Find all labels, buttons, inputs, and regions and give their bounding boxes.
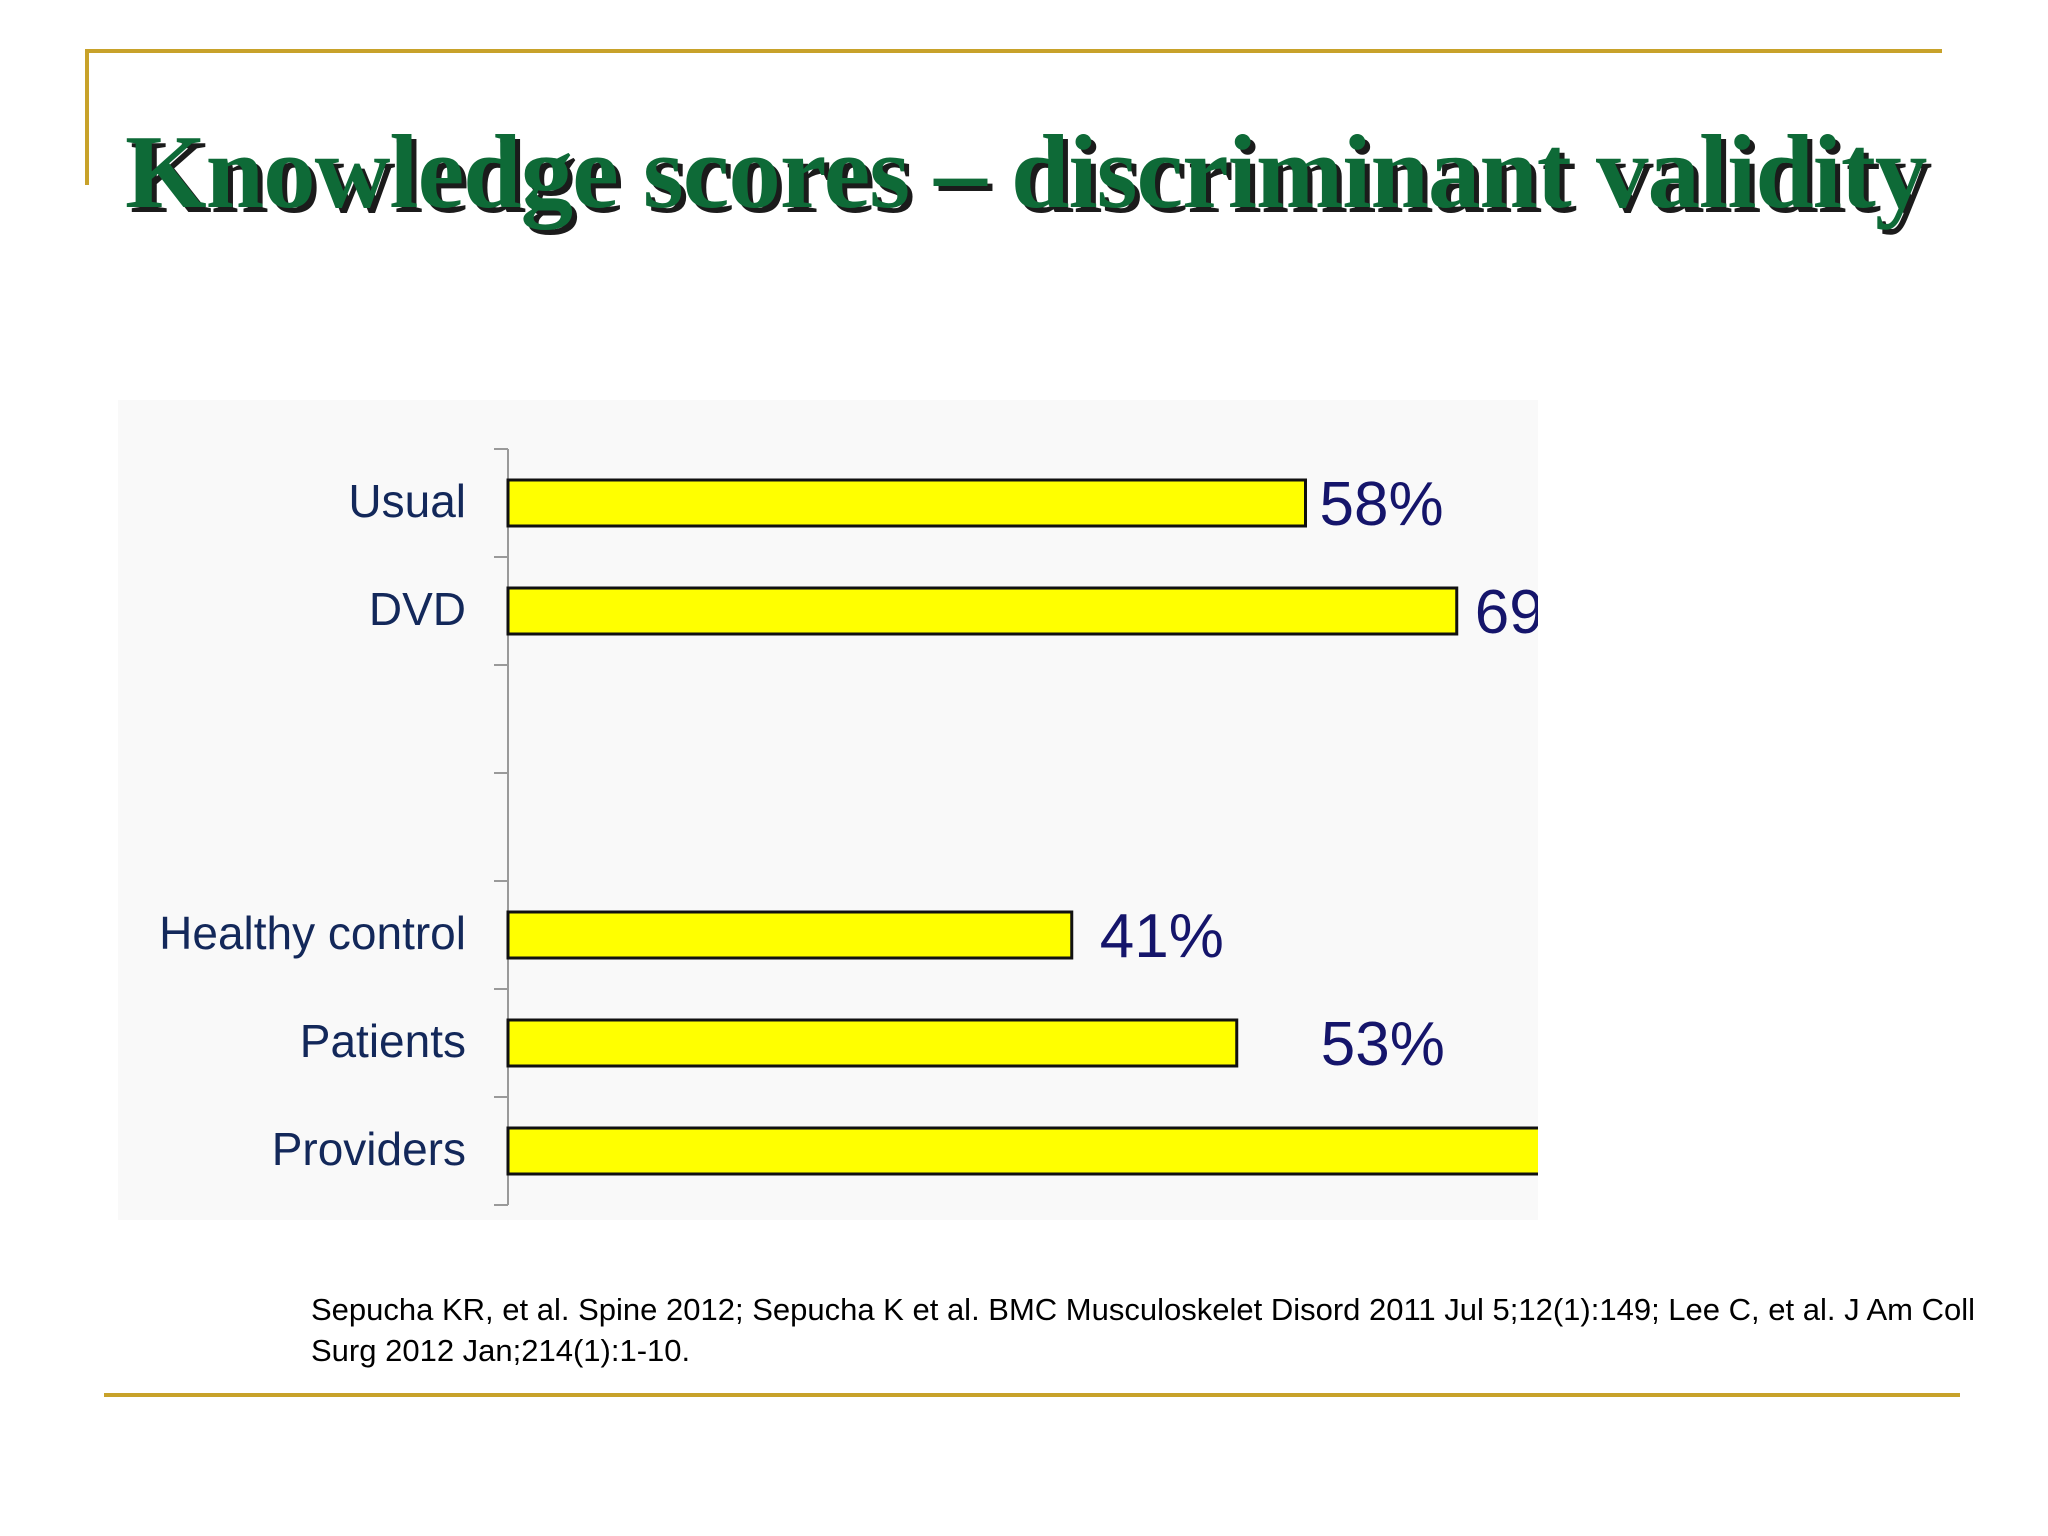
bar (506, 1126, 1538, 1176)
category-label: DVD (369, 583, 466, 635)
bar (506, 1018, 1239, 1068)
category-label: Healthy control (159, 907, 466, 959)
chart-panel: Usual 58% DVD 69% Healthy control 41% Patients… (118, 400, 1538, 1220)
citation: Sepucha KR, et al. Spine 2012; Sepucha K… (311, 1292, 1975, 1368)
category-label: Usual (348, 475, 466, 527)
top-rule (85, 49, 1942, 53)
left-rule (85, 49, 89, 185)
bar (506, 478, 1307, 528)
data-label: 41% (1100, 902, 1224, 971)
bottom-rule (104, 1393, 1960, 1397)
category-label: Providers (272, 1123, 466, 1175)
data-label: 69% (1475, 578, 1538, 647)
data-label: 53% (1321, 1010, 1445, 1079)
bar (506, 586, 1459, 636)
bar-chart: Usual 58% DVD 69% Healthy control 41% Patients… (159, 448, 1538, 1206)
slide-title: Knowledge scores – discriminant validity (125, 113, 1927, 230)
category-label: Patients (300, 1015, 466, 1067)
data-label: 58% (1320, 470, 1444, 539)
bar (506, 910, 1074, 960)
